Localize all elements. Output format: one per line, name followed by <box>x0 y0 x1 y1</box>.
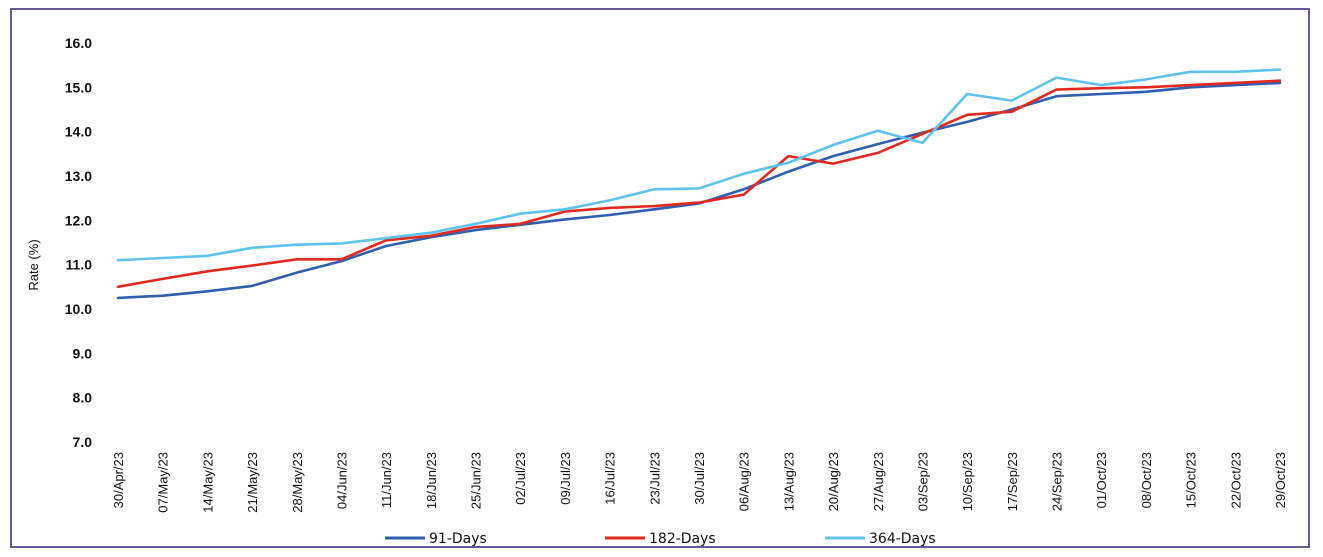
x-tick-label: 27/Aug/23 <box>871 452 886 511</box>
series-line-182-days <box>116 79 1282 289</box>
x-tick-label: 06/Aug/23 <box>737 452 752 511</box>
x-tick-label: 07/May/23 <box>156 452 171 513</box>
y-tick-label: 16.0 <box>65 35 92 51</box>
y-tick-label: 15.0 <box>65 79 92 95</box>
x-tick-label: 09/Jul/23 <box>558 452 573 505</box>
legend-label: 364-Days <box>869 531 936 547</box>
x-tick-label: 04/Jun/23 <box>334 452 349 509</box>
y-tick-label: 7.0 <box>73 434 93 450</box>
x-axis-ticks: 30/Apr/23 07/May/23 14/May/23 21/May/23 28/M… <box>111 452 1288 513</box>
legend-label: 91-Days <box>429 531 487 547</box>
x-tick-label: 13/Aug/23 <box>781 452 796 511</box>
y-tick-label: 10.0 <box>65 301 92 317</box>
x-tick-label: 10/Sep/23 <box>960 452 975 511</box>
y-tick-label: 8.0 <box>73 390 93 406</box>
x-tick-label: 08/Oct/23 <box>1139 452 1154 508</box>
y-tick-label: 13.0 <box>65 168 92 184</box>
chart-frame <box>10 8 1310 548</box>
x-tick-label: 01/Oct/23 <box>1094 452 1109 508</box>
series-line-364-days <box>116 68 1282 262</box>
x-tick-label: 20/Aug/23 <box>826 452 841 511</box>
x-tick-label: 11/Jun/23 <box>379 452 394 508</box>
y-tick-label: 12.0 <box>65 212 92 228</box>
y-axis-ticks: 7.0 8.0 9.0 10.0 11.0 12.0 13.0 14.0 15.0 16.0 <box>65 35 92 450</box>
x-tick-label: 16/Jul/23 <box>603 452 618 505</box>
x-tick-label: 18/Jun/23 <box>424 452 439 509</box>
x-tick-label: 14/May/23 <box>200 452 215 513</box>
x-tick-label: 15/Oct/23 <box>1184 452 1199 508</box>
series-lines <box>116 68 1282 300</box>
x-tick-label: 30/Jul/23 <box>692 452 707 505</box>
x-tick-label: 28/May/23 <box>290 452 305 513</box>
x-tick-label: 21/May/23 <box>245 452 260 513</box>
x-tick-label: 23/Jul/23 <box>647 452 662 505</box>
y-tick-label: 9.0 <box>73 345 93 361</box>
x-tick-label: 17/Sep/23 <box>1005 452 1020 511</box>
y-tick-label: 11.0 <box>66 257 93 273</box>
x-tick-label: 29/Oct/23 <box>1273 452 1288 508</box>
x-tick-label: 25/Jun/23 <box>469 452 484 509</box>
x-tick-label: 02/Jul/23 <box>513 452 528 505</box>
x-tick-label: 03/Sep/23 <box>915 452 930 511</box>
legend-label: 182-Days <box>649 531 716 547</box>
x-tick-label: 24/Sep/23 <box>1050 452 1065 511</box>
y-tick-label: 14.0 <box>65 124 92 140</box>
legend: 91-Days 182-Days 364-Days <box>385 531 936 547</box>
x-tick-label: 22/Oct/23 <box>1228 452 1243 508</box>
y-axis-label: Rate (%) <box>26 239 41 290</box>
x-tick-label: 30/Apr/23 <box>111 452 126 508</box>
series-line-91-days <box>116 81 1282 300</box>
